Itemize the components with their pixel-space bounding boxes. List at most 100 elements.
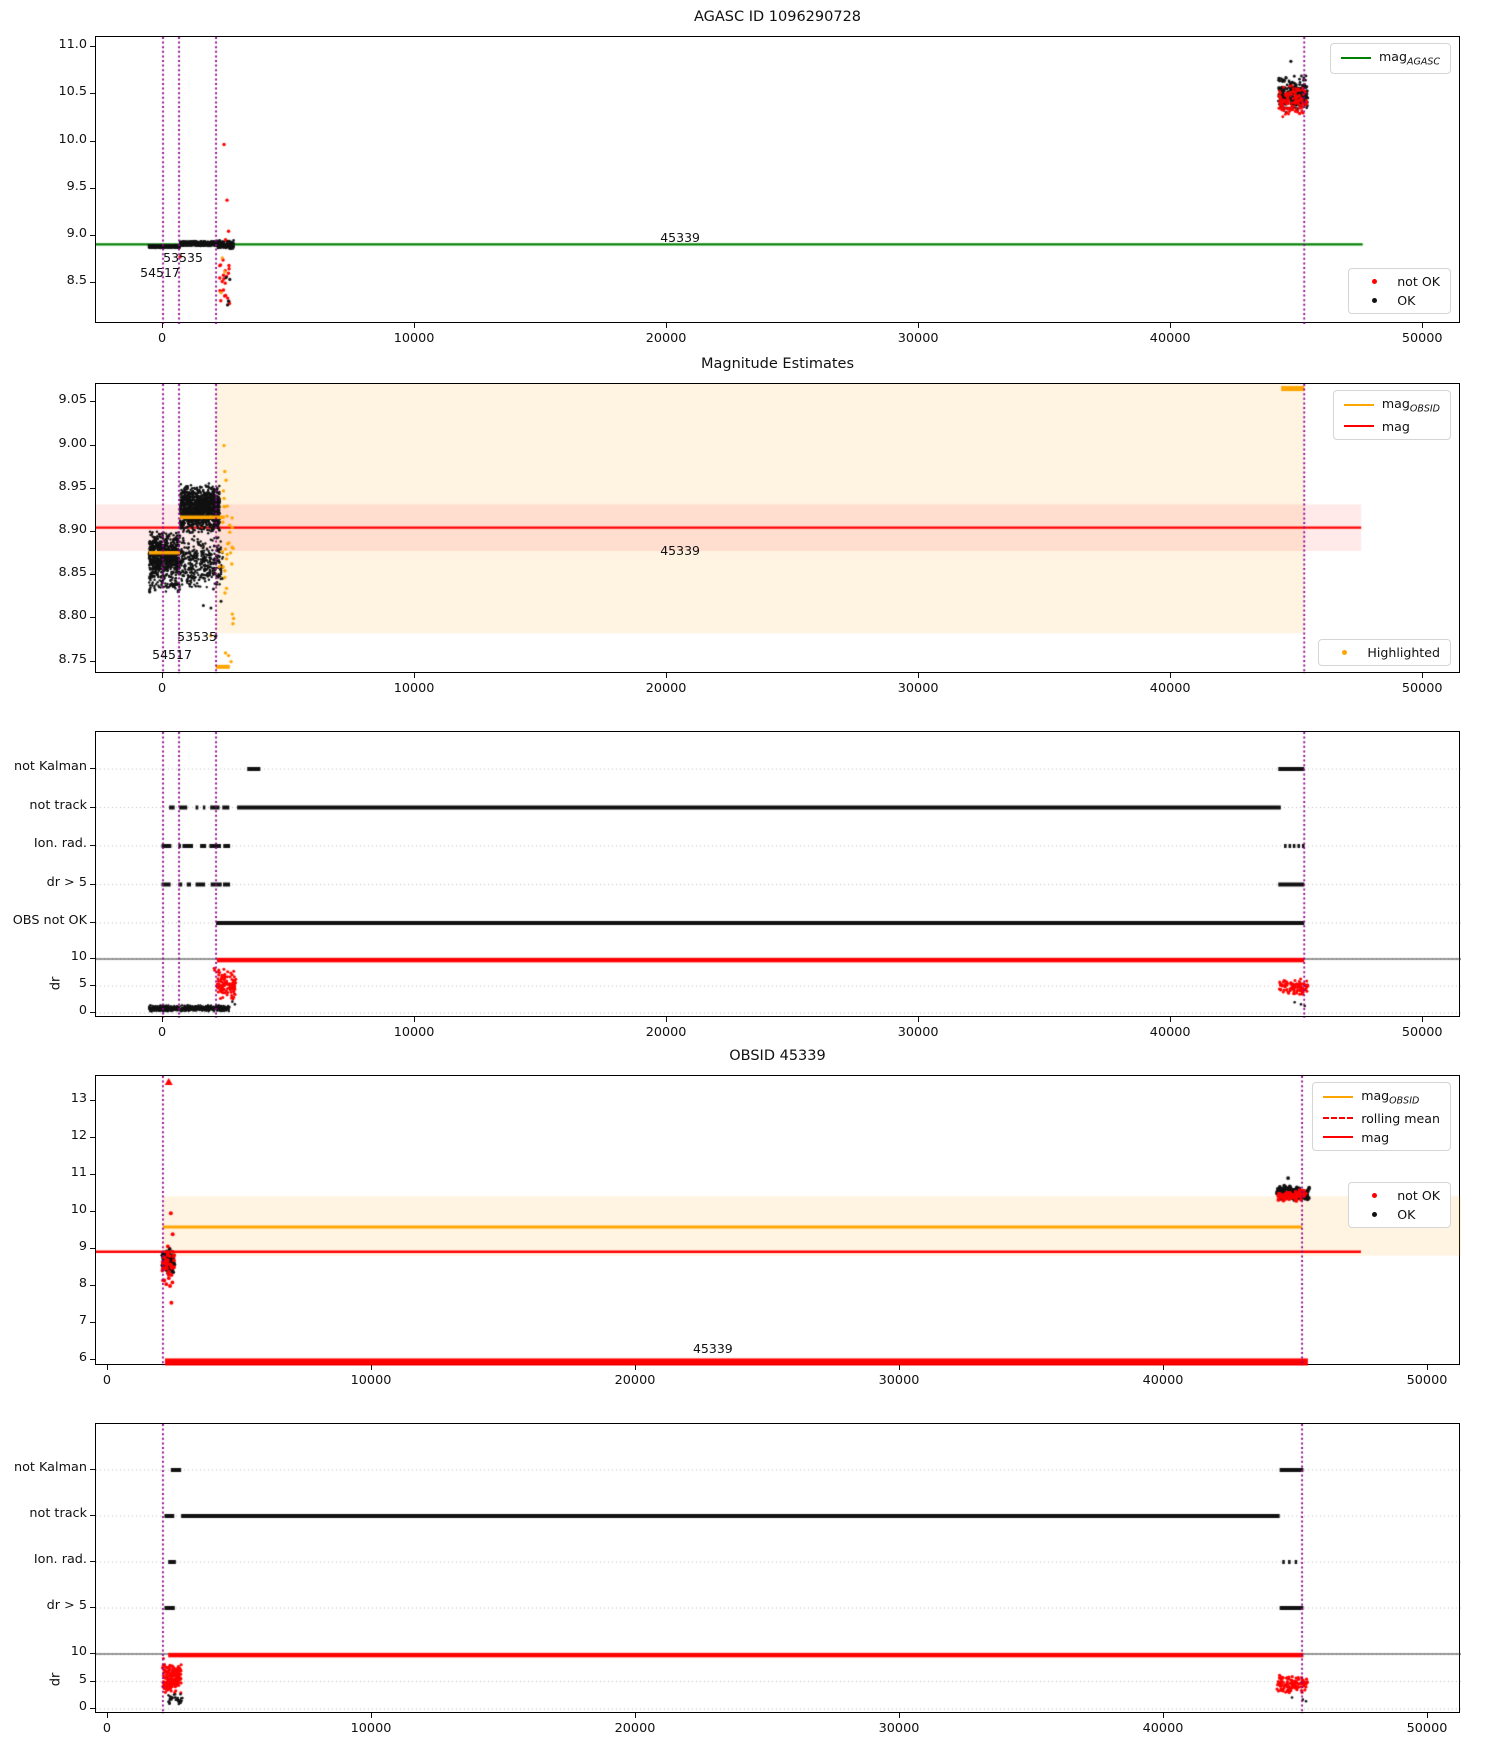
tick-mark [899,1713,900,1718]
y-tick-label: dr > 5 [46,1598,87,1613]
tick-mark [90,1561,95,1562]
x-tick-label: 20000 [614,1373,656,1388]
line-swatch-icon [1343,425,1374,428]
tick-mark [666,1017,668,1022]
y-tick-label: 10 [70,1644,87,1659]
tick-mark [90,1211,95,1213]
line-swatch-icon [1343,404,1374,407]
tick-mark [90,660,95,662]
legend-label: Highlighted [1367,645,1440,660]
tick-mark [90,282,95,284]
dashed-line-icon [1323,1117,1354,1120]
x-tick-label: 30000 [897,681,939,696]
swatch-shape [1341,650,1347,655]
y-tick-label: 10 [70,949,87,964]
tick-mark [90,1680,95,1682]
plot-area-flags-all [96,732,1461,1018]
x-tick-label: 50000 [1401,331,1443,346]
y-tick-label: 6 [78,1350,87,1366]
annotation: 53535 [177,629,217,645]
tick-mark [90,1100,95,1102]
legend-item: rolling mean [1323,1111,1440,1126]
tick-mark [90,922,95,923]
annotation: 45339 [692,1341,733,1357]
x-tick-label: 30000 [897,331,939,346]
legend-label-subscript: OBSID [1409,403,1440,415]
legend-item: OK [1359,1207,1440,1222]
tick-mark [90,958,95,959]
line-swatch-icon [1323,1096,1354,1099]
y-tick-label: 9 [78,1239,87,1255]
x-tick-label: 10000 [393,681,435,696]
y-tick-label: 12 [70,1128,87,1144]
annotation: 54517 [152,646,192,662]
swatch-shape [1371,1193,1377,1198]
tick-mark [635,1365,636,1370]
y-tick-label: 10 [70,1202,87,1218]
y-tick-label: Ion. rad. [33,1552,87,1567]
plot-title-agasc: AGASC ID 1096290728 [693,9,862,25]
tick-mark [1427,1365,1428,1370]
y-tick-label: 8.85 [58,565,88,581]
x-tick-label: 20000 [645,681,687,696]
swatch-shape [1343,425,1374,428]
axes-magest: magOBSID mag Highlighted [95,383,1461,674]
legend: not OK OK [1348,268,1451,314]
tick-mark [1163,1713,1164,1718]
annotation: 45339 [660,542,700,558]
plot-area-obsid [96,1076,1461,1366]
y-tick-label: not Kalman [13,1460,87,1475]
tick-mark [90,985,95,986]
tick-mark [90,845,95,846]
marker-dot-icon [1359,298,1389,303]
tick-mark [90,768,95,769]
tick-mark [90,187,95,189]
axes-flags-all [95,731,1461,1018]
tick-mark [90,1248,95,1250]
tick-mark [1170,673,1172,678]
legend-item: not OK [1359,1188,1440,1203]
tick-mark [90,401,95,403]
legend-label: mag [1381,418,1410,434]
tick-mark [90,46,95,48]
tick-mark [666,673,668,678]
marker-dot-icon [1359,1212,1389,1217]
legend: magOBSID mag [1332,390,1451,440]
x-tick-label: 40000 [1149,681,1191,696]
y-tick-label: 8.80 [58,608,88,624]
x-tick-label: 40000 [1142,1373,1184,1388]
x-tick-label: 50000 [1406,1721,1448,1736]
y-tick-label: 8 [78,1276,87,1292]
tick-mark [90,140,95,142]
y-tick-label: 10.0 [58,131,88,147]
swatch-shape [1371,1212,1377,1217]
annotation: 45339 [660,230,700,246]
swatch-shape [1343,404,1374,407]
y-tick-label: Ion. rad. [33,836,87,851]
x-tick-label: 40000 [1142,1721,1184,1736]
x-tick-label: 10000 [350,1373,392,1388]
line-swatch-icon [1323,1136,1354,1139]
tick-mark [90,444,95,446]
tick-mark [90,1469,95,1470]
tick-mark [918,1017,920,1022]
y-tick-label: 9.5 [66,178,87,194]
plot-area-agasc [96,37,1461,324]
tick-mark [1163,1365,1164,1370]
y-tick-label: not Kalman [13,759,87,774]
marker-dot-icon [1359,1193,1389,1198]
tick-mark [90,883,95,885]
marker-dot-icon [1329,650,1359,655]
swatch-shape [1371,279,1377,284]
legend-item: magOBSID [1323,1088,1440,1107]
tick-mark [918,673,920,678]
tick-mark [90,617,95,619]
legend-label-subscript: AGASC [1406,56,1440,68]
x-tick-label: 0 [157,331,167,346]
y-tick-label: not track [29,797,87,813]
x-tick-label: 50000 [1401,681,1443,696]
legend-label: OK [1397,293,1416,308]
tick-mark [414,323,416,328]
tick-mark [90,531,95,533]
